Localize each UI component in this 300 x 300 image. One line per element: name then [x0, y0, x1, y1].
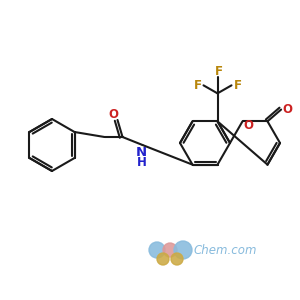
- Circle shape: [157, 253, 169, 265]
- Text: O: O: [109, 109, 118, 122]
- Circle shape: [163, 243, 177, 257]
- Text: O: O: [282, 103, 292, 116]
- Circle shape: [149, 242, 165, 258]
- Text: F: F: [194, 79, 202, 92]
- Text: Chem.com: Chem.com: [194, 244, 257, 256]
- Circle shape: [174, 241, 192, 259]
- Text: F: F: [233, 79, 242, 92]
- Text: F: F: [214, 65, 223, 78]
- Text: O: O: [244, 119, 254, 132]
- Text: H: H: [136, 155, 146, 169]
- Circle shape: [171, 253, 183, 265]
- Text: N: N: [136, 146, 147, 160]
